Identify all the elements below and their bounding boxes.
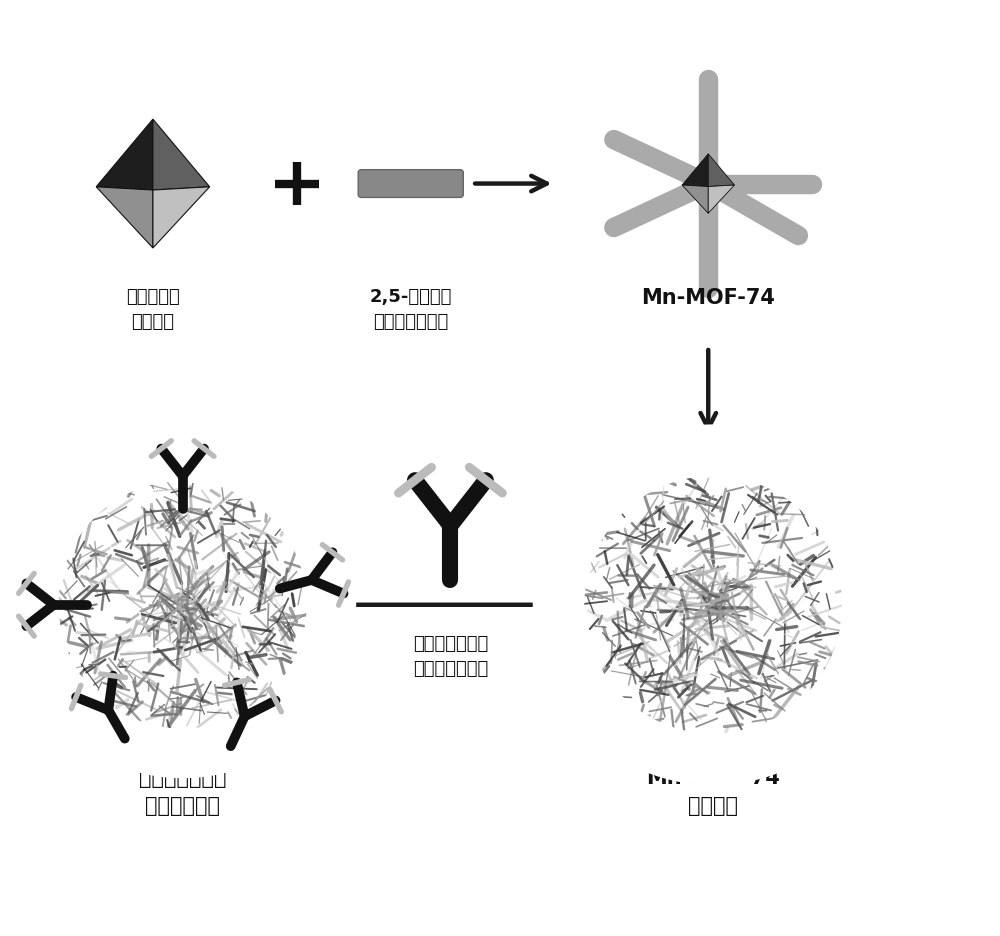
Polygon shape <box>153 187 210 248</box>
Polygon shape <box>708 154 734 186</box>
Text: Mn-MOF-74: Mn-MOF-74 <box>641 287 775 308</box>
Polygon shape <box>9 431 356 778</box>
Polygon shape <box>153 119 210 190</box>
Text: 抗单增李斯特杆
菌鼠单克隆抗体: 抗单增李斯特杆 菌鼠单克隆抗体 <box>413 635 488 678</box>
Polygon shape <box>682 154 708 186</box>
FancyBboxPatch shape <box>358 169 463 197</box>
Circle shape <box>59 481 307 728</box>
Text: Mn-MOF-74
晶体微球: Mn-MOF-74 晶体微球 <box>646 768 780 816</box>
Text: 2,5-二羟基对
苯二甲有机配体: 2,5-二羟基对 苯二甲有机配体 <box>370 287 452 330</box>
Polygon shape <box>96 187 153 248</box>
Polygon shape <box>533 424 894 785</box>
Text: 锰金属有机框架
生物复合材料: 锰金属有机框架 生物复合材料 <box>139 768 226 816</box>
Polygon shape <box>682 185 708 213</box>
Polygon shape <box>708 185 734 213</box>
Text: 四水氯化锰
金属中心: 四水氯化锰 金属中心 <box>126 287 180 330</box>
Polygon shape <box>96 119 153 190</box>
Circle shape <box>584 475 842 734</box>
